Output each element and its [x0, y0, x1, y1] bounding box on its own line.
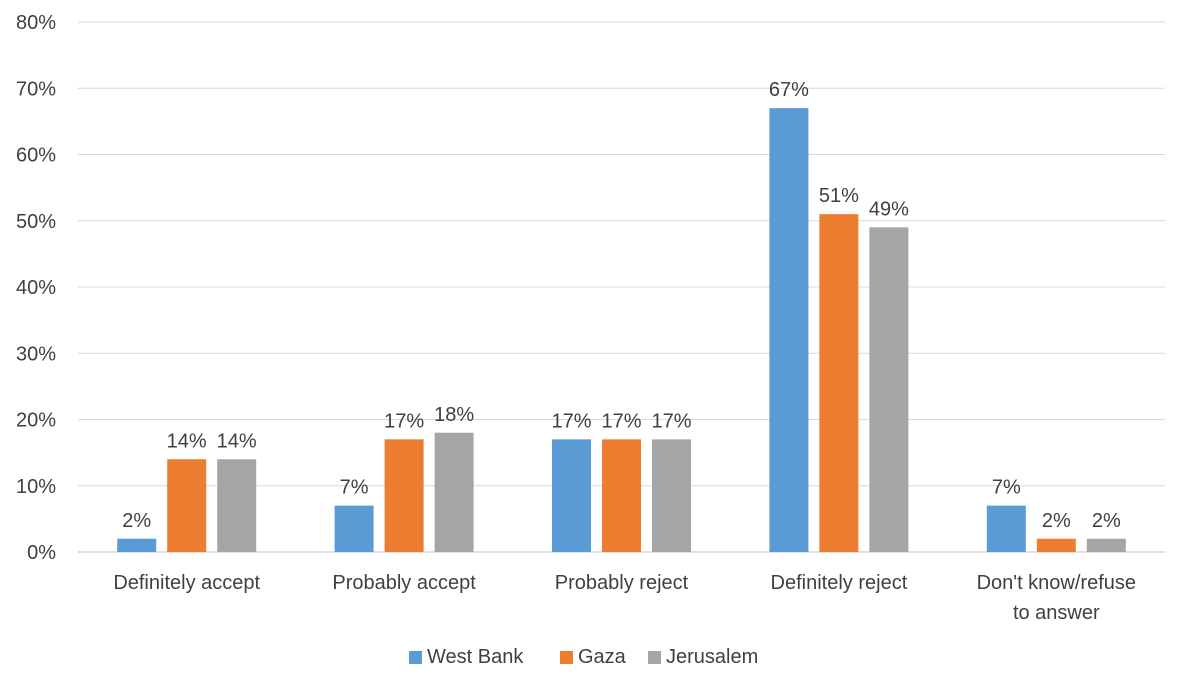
bars [117, 108, 1126, 552]
category-label: Probably accept [332, 572, 476, 594]
y-tick-label: 0% [27, 542, 56, 564]
data-label: 17% [384, 410, 424, 432]
bar [602, 439, 641, 552]
y-tick-label: 30% [16, 343, 56, 365]
y-tick-label: 20% [16, 410, 56, 432]
data-label: 14% [217, 430, 257, 452]
data-label: 51% [819, 185, 859, 207]
bar [819, 214, 859, 552]
bar [552, 439, 591, 552]
bar [434, 432, 474, 552]
bar [384, 439, 424, 552]
legend-swatch [560, 651, 573, 664]
legend-label: Jerusalem [666, 646, 758, 668]
y-tick-label: 40% [16, 277, 56, 299]
bar [869, 227, 909, 552]
category-label: Don't know/refuse [977, 572, 1136, 594]
category-label: to answer [1013, 602, 1100, 624]
data-label: 18% [434, 404, 474, 426]
data-label: 2% [122, 510, 151, 532]
data-label: 17% [601, 410, 641, 432]
y-tick-label: 70% [16, 78, 56, 100]
bar [117, 538, 157, 552]
bar [334, 505, 374, 552]
data-label: 49% [869, 198, 909, 220]
bar [217, 459, 257, 552]
bar [1036, 538, 1076, 552]
bar [769, 108, 809, 552]
legend-swatch [648, 651, 661, 664]
y-tick-label: 60% [16, 145, 56, 167]
data-label: 17% [651, 410, 691, 432]
data-labels: 2% 14% 14% 7% 17% 18% 17% 17% 17% 67% 51% 49% 7% 2% 2% [122, 79, 1121, 532]
data-label: 14% [167, 430, 207, 452]
data-label: 17% [551, 410, 591, 432]
data-label: 2% [1092, 510, 1121, 532]
gridlines [78, 21, 1165, 553]
bar [652, 439, 691, 552]
data-label: 7% [992, 477, 1021, 499]
bar [986, 505, 1026, 552]
legend-label: West Bank [427, 646, 524, 668]
bar [1086, 538, 1126, 552]
bar [167, 459, 207, 552]
data-label: 2% [1042, 510, 1071, 532]
y-tick-label: 10% [16, 476, 56, 498]
y-tick-label: 80% [16, 12, 56, 34]
legend: West Bank Gaza Jerusalem [409, 646, 758, 668]
y-tick-label: 50% [16, 211, 56, 233]
category-label: Definitely reject [771, 572, 908, 594]
legend-swatch [409, 651, 422, 664]
legend-label: Gaza [578, 646, 627, 668]
y-axis-ticks: 0% 10% 20% 30% 40% 50% 60% 70% 80% [16, 12, 56, 564]
data-label: 67% [769, 79, 809, 101]
data-label: 7% [340, 477, 369, 499]
category-label: Probably reject [555, 572, 689, 594]
x-axis-categories: Definitely accept Probably accept Probably… [113, 572, 1136, 624]
category-label: Definitely accept [113, 572, 260, 594]
